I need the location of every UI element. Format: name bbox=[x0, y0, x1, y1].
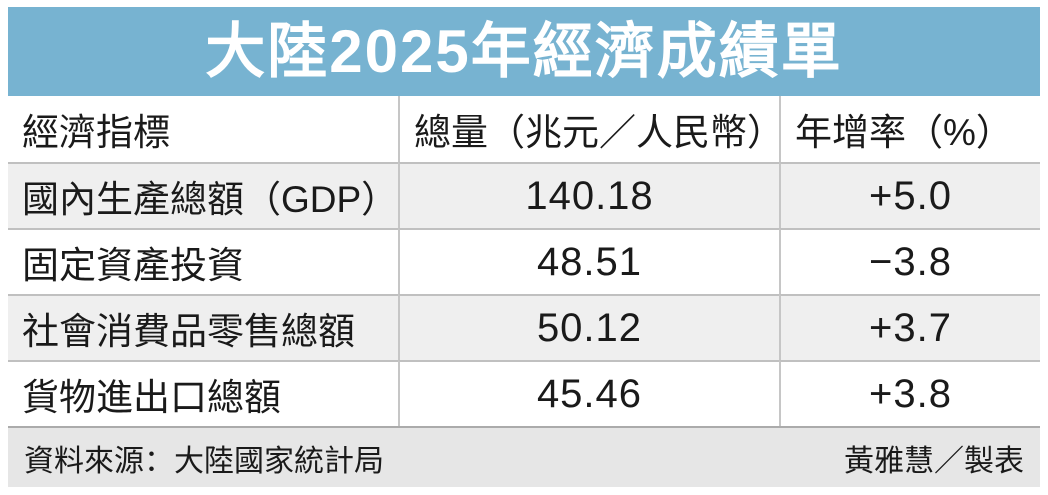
footer: 資料來源：大陸國家統計局 黃雅慧／製表 bbox=[8, 426, 1040, 487]
economic-table: 經濟指標 總量（兆元／人民幣） 年增率（%） 國內生產總額（GDP） 140.1… bbox=[8, 96, 1040, 426]
header-cell-total: 總量（兆元／人民幣） bbox=[398, 96, 779, 162]
cell-indicator-investment: 固定資產投資 bbox=[8, 228, 398, 294]
cell-yoy-gdp: +5.0 bbox=[779, 162, 1040, 228]
cell-indicator-trade: 貨物進出口總額 bbox=[8, 360, 398, 426]
cell-yoy-retail: +3.7 bbox=[779, 294, 1040, 360]
page-title: 大陸2025年經濟成績單 bbox=[205, 17, 843, 85]
cell-total-retail: 50.12 bbox=[398, 294, 779, 360]
header-cell-indicator: 經濟指標 bbox=[22, 112, 170, 153]
cell-total-gdp: 140.18 bbox=[398, 162, 779, 228]
credit-note: 黃雅慧／製表 bbox=[844, 444, 1024, 478]
cell-yoy-investment: −3.8 bbox=[779, 228, 1040, 294]
cell-yoy-trade: +3.8 bbox=[779, 360, 1040, 426]
cell-indicator-gdp: 國內生產總額（GDP） bbox=[8, 162, 398, 228]
title-banner: 大陸2025年經濟成績單 bbox=[8, 7, 1040, 96]
cell-indicator-retail: 社會消費品零售總額 bbox=[8, 294, 398, 360]
cell-total-trade: 45.46 bbox=[398, 360, 779, 426]
cell-total-investment: 48.51 bbox=[398, 228, 779, 294]
source-note: 資料來源：大陸國家統計局 bbox=[24, 444, 384, 478]
header-cell-yoy: 年增率（%） bbox=[779, 96, 1040, 162]
